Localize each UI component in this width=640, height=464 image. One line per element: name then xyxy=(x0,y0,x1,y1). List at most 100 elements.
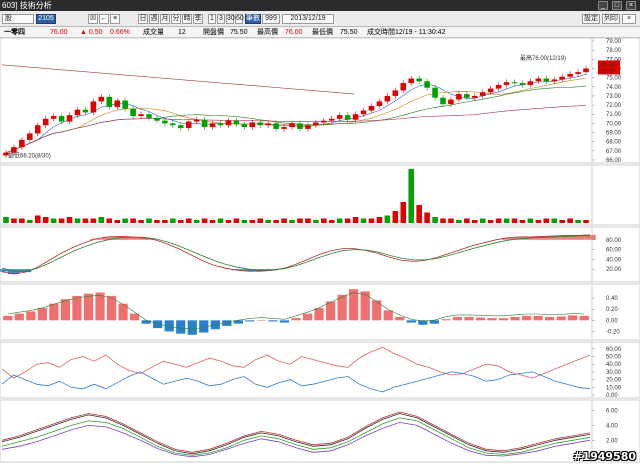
volume-bar xyxy=(265,220,271,223)
candle xyxy=(575,72,581,74)
volume-bar xyxy=(551,218,558,223)
candle xyxy=(432,87,438,98)
minute-button-0[interactable]: 1 xyxy=(208,14,216,24)
macd-bar xyxy=(464,317,474,321)
volume-bar xyxy=(27,220,33,223)
print-button[interactable]: 列印 xyxy=(602,14,620,24)
checkbox-icon[interactable]: ☒ xyxy=(88,14,98,24)
overbought-fill xyxy=(537,236,549,240)
high-value: 76.00 xyxy=(285,29,303,36)
period-button-4[interactable]: 時 xyxy=(182,14,192,24)
candle xyxy=(130,108,136,117)
volume-bar xyxy=(281,218,287,223)
minute-button-2[interactable]: 30 xyxy=(226,14,235,24)
overbought-fill xyxy=(101,236,114,240)
volume-bar xyxy=(42,217,49,223)
macd-bar xyxy=(279,320,290,323)
macd-bar xyxy=(510,317,520,321)
oversold-fill xyxy=(231,269,244,271)
close-button[interactable]: × xyxy=(626,1,636,10)
candle xyxy=(122,100,128,109)
overbought-fill xyxy=(137,237,149,240)
volume-bar xyxy=(241,220,248,223)
symbol-select[interactable]: 股 xyxy=(2,14,34,24)
tick-label: 80.00 xyxy=(606,238,622,244)
candle xyxy=(384,95,391,102)
volume-bar xyxy=(368,218,375,223)
volume-bar xyxy=(58,218,65,223)
close-chart-button[interactable]: × xyxy=(622,14,636,24)
settings-button[interactable]: 設定 xyxy=(582,14,600,24)
candle xyxy=(360,110,367,115)
tick-label: 77.00 xyxy=(606,57,622,63)
candle xyxy=(162,120,168,124)
candle xyxy=(559,76,565,80)
volume-bar xyxy=(217,218,224,223)
macd-bar xyxy=(556,316,566,321)
macd-bar xyxy=(533,315,543,321)
stock-name: 一零四 xyxy=(4,29,25,36)
volume-bar xyxy=(98,217,105,223)
minimize-button[interactable]: _ xyxy=(598,1,608,10)
candle xyxy=(82,109,89,113)
macd-bar xyxy=(372,300,382,321)
pane-5 xyxy=(0,399,640,463)
candle xyxy=(193,119,200,122)
candle xyxy=(74,109,81,116)
bar-count-input[interactable]: 999 xyxy=(262,14,280,24)
volume-bar xyxy=(352,217,359,223)
technical-chart[interactable]: 79.0078.0077.0076.0075.0074.0073.0072.00… xyxy=(0,38,640,464)
candle xyxy=(241,124,248,128)
candle xyxy=(511,82,518,84)
period-button-5[interactable]: 季 xyxy=(193,14,203,24)
macd-bar xyxy=(314,308,324,321)
pane-1 xyxy=(0,164,640,226)
quote-bar: 一零四 76.00 ▲ 0.50 0.66% 成交量 12 開盤價 75.50 … xyxy=(0,27,640,38)
volume-bar xyxy=(559,220,565,223)
trend-line xyxy=(1,64,355,95)
price-tag xyxy=(598,60,620,68)
date-input[interactable]: 2013/12/19 xyxy=(282,14,334,24)
window-title: 603] 技術分析 xyxy=(2,1,52,10)
volume-bar xyxy=(225,220,232,223)
macd-bar xyxy=(95,292,105,321)
volume-bar xyxy=(583,220,589,223)
arrow-left-icon[interactable]: ← xyxy=(99,14,109,24)
candle xyxy=(217,123,224,126)
oversold-fill xyxy=(19,269,32,273)
candle xyxy=(201,119,208,128)
candle xyxy=(42,118,49,126)
tick-label: 30.00 xyxy=(606,370,622,376)
volume-bar xyxy=(575,220,581,223)
price-tag-label: 76.00 xyxy=(600,69,616,75)
candle xyxy=(472,95,478,98)
period-button-0[interactable]: 日 xyxy=(138,14,148,24)
tick-label: 2.00 xyxy=(606,438,618,444)
candle xyxy=(464,94,470,98)
tick-label: 0.20 xyxy=(606,307,618,313)
volume-bar xyxy=(479,218,486,223)
minute-button-3[interactable]: 60 xyxy=(235,14,244,24)
minute-button-1[interactable]: 3 xyxy=(217,14,225,24)
candle xyxy=(336,115,343,119)
macd-bar xyxy=(14,313,24,321)
code-input[interactable]: 2105 xyxy=(36,14,56,24)
volume-bar xyxy=(527,218,534,223)
macd-bar xyxy=(487,318,497,321)
period-button-2[interactable]: 月 xyxy=(160,14,170,24)
volume-bar xyxy=(209,220,216,223)
period-button-3[interactable]: 分 xyxy=(171,14,181,24)
macd-bar xyxy=(579,315,589,321)
volume-bar xyxy=(495,218,502,223)
candle xyxy=(368,105,375,111)
volume-bar xyxy=(233,218,240,223)
candle xyxy=(50,116,57,119)
candle xyxy=(11,147,17,153)
volume-bar xyxy=(511,218,518,223)
volume-bar xyxy=(19,218,25,223)
period-button-1[interactable]: 週 xyxy=(149,14,159,24)
volume-bar xyxy=(114,220,120,223)
tick-label: 79.00 xyxy=(606,39,622,45)
compare-icon[interactable]: ≡ xyxy=(110,14,120,24)
maximize-button[interactable]: □ xyxy=(612,1,622,10)
